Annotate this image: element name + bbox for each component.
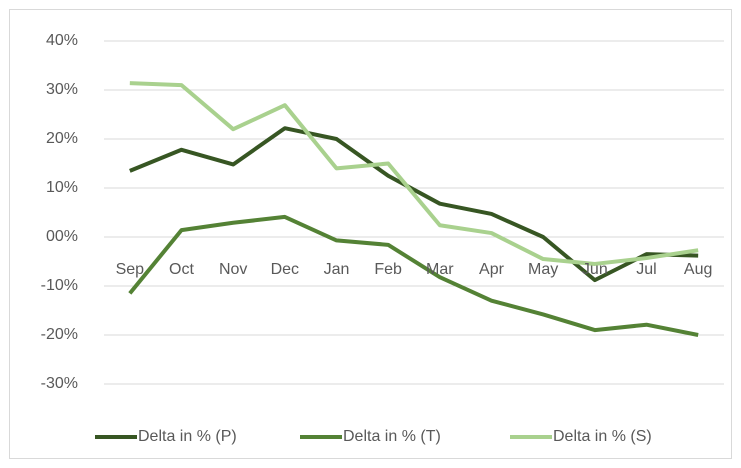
y-tick-label: -10%: [41, 277, 78, 294]
y-tick-label: -20%: [41, 326, 78, 343]
x-tick-label: Jul: [636, 261, 656, 278]
x-tick-label: Jun: [582, 261, 608, 278]
y-tick-label: 40%: [46, 32, 78, 49]
y-tick-label: 20%: [46, 130, 78, 147]
chart-frame: [9, 9, 732, 459]
legend-label: Delta in % (T): [343, 428, 441, 445]
y-tick-label: 00%: [46, 228, 78, 245]
x-tick-label: Dec: [271, 261, 299, 278]
y-tick-label: 10%: [46, 179, 78, 196]
legend-label: Delta in % (S): [553, 428, 652, 445]
x-tick-label: Sep: [116, 261, 145, 278]
y-tick-label: 30%: [46, 81, 78, 98]
series-line: [129, 81, 699, 266]
y-tick-label: -30%: [41, 375, 78, 392]
x-tick-label: Apr: [479, 261, 505, 278]
x-tick-label: Mar: [426, 261, 454, 278]
series-line: [128, 214, 699, 337]
legend-label: Delta in % (P): [138, 428, 237, 445]
series-line: [129, 126, 699, 283]
x-tick-label: Aug: [684, 261, 712, 278]
x-tick-label: Oct: [169, 261, 194, 278]
x-tick-label: May: [528, 261, 558, 278]
x-tick-label: Feb: [374, 261, 402, 278]
x-tick-label: Jan: [324, 261, 350, 278]
x-tick-label: Nov: [219, 261, 247, 278]
